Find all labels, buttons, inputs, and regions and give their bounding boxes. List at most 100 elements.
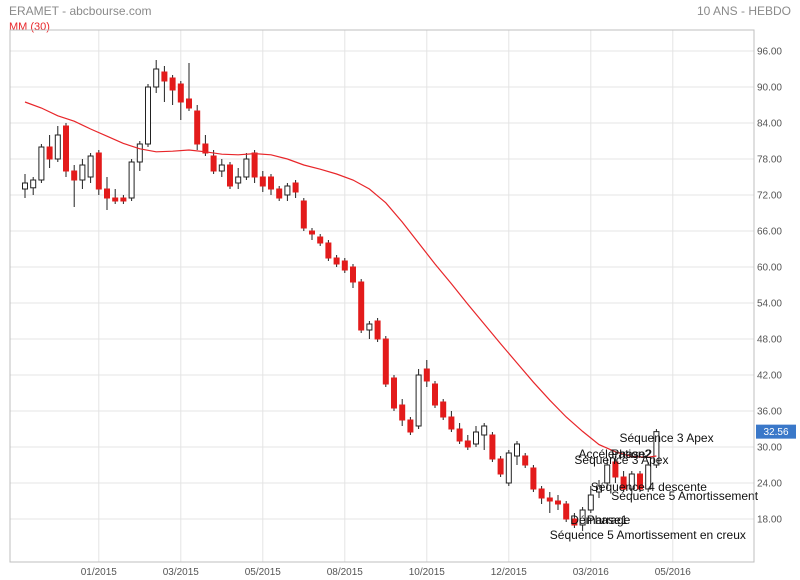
candle-body — [292, 182, 299, 193]
candle-body — [587, 494, 594, 511]
y-tick-label: 18.00 — [757, 515, 782, 526]
candle-body — [268, 176, 274, 190]
y-tick-label: 60.00 — [757, 263, 782, 274]
candle-body — [653, 431, 660, 466]
candle-body — [538, 488, 545, 499]
candle-body — [317, 236, 324, 244]
candle-body — [30, 179, 37, 189]
candle-body — [382, 338, 389, 385]
candle-body — [612, 461, 619, 478]
candle-body — [596, 485, 602, 493]
candle-body — [440, 401, 447, 418]
plot-frame — [9, 29, 755, 563]
candles — [22, 60, 660, 531]
candle-body — [555, 500, 561, 505]
candle-body — [473, 431, 479, 445]
annotation-label: Accélération2 — [579, 447, 652, 461]
candle-body — [423, 368, 430, 382]
candle-body — [243, 158, 250, 178]
candle-body — [374, 320, 381, 340]
candle-body — [210, 155, 217, 172]
annotation-label: Séquence 3 Apex — [574, 453, 668, 467]
candle-body — [276, 188, 283, 199]
y-tick-label: 66.00 — [757, 227, 782, 238]
candle-body — [169, 77, 176, 91]
candle-body — [530, 467, 537, 490]
candle-body — [104, 188, 110, 199]
candle-body — [481, 425, 488, 436]
annotation-label: Séquence 3 Apex — [620, 431, 714, 445]
candle-body — [391, 377, 397, 409]
candle-body — [505, 452, 512, 484]
candle-body — [259, 176, 266, 187]
candle-body — [202, 143, 209, 154]
y-tick-label: 30.00 — [757, 443, 782, 454]
candle-body — [194, 110, 201, 145]
candle-body — [284, 185, 291, 196]
candle-body — [645, 464, 652, 490]
x-tick-label: 05/2015 — [245, 567, 282, 578]
candle-body — [63, 125, 69, 172]
x-tick-label: 10/2015 — [409, 567, 446, 578]
y-tick-label: 24.00 — [757, 479, 782, 490]
x-tick-label: 05/2016 — [655, 567, 692, 578]
y-tick-label: 36.00 — [757, 407, 782, 418]
candle-body — [46, 146, 53, 160]
candle-body — [120, 197, 127, 202]
candle-body — [350, 266, 356, 283]
candle-body — [145, 86, 151, 145]
candle-body — [333, 257, 340, 265]
x-tick-label: 12/2015 — [491, 567, 528, 578]
candle-body — [620, 476, 627, 490]
y-tick-label: 84.00 — [757, 119, 782, 130]
candle-body — [628, 473, 635, 490]
y-tick-label: 42.00 — [757, 371, 782, 382]
y-tick-label: 78.00 — [757, 155, 782, 166]
candle-body — [235, 176, 242, 184]
annotation-label: Séquence 4 descente — [591, 480, 707, 494]
candle-body — [432, 383, 438, 406]
candle-body — [38, 146, 45, 181]
annotation-label: Séquence 5 Amortissement — [611, 489, 758, 503]
candle-body — [161, 71, 168, 82]
candle-body — [227, 164, 233, 187]
candle-body — [87, 155, 94, 178]
candle-body — [218, 164, 225, 172]
candle-body — [177, 83, 184, 103]
candle-body — [112, 197, 119, 202]
candle-body — [136, 143, 143, 163]
y-tick-label: 72.00 — [757, 191, 782, 202]
period-label[interactable]: 10 ANS - HEBDO — [696, 4, 791, 18]
plot-border — [9, 29, 755, 563]
y-tick-label: 48.00 — [757, 335, 782, 346]
candle-body — [325, 242, 332, 259]
candle-body — [497, 458, 504, 475]
candle-body — [563, 503, 570, 520]
annotation-label: Séquence 5 Amortissement en creux — [550, 528, 746, 542]
candle-body — [153, 68, 160, 88]
candle-body — [251, 152, 258, 178]
candle-body — [522, 455, 529, 466]
y-tick-label: 90.00 — [757, 83, 782, 94]
y-tick-label: 96.00 — [757, 47, 782, 58]
x-tick-label: 03/2015 — [163, 567, 200, 578]
candle-body — [571, 518, 578, 526]
candle-body — [186, 98, 192, 109]
candle-body — [71, 170, 78, 181]
candle-body — [54, 134, 61, 160]
x-tick-label: 08/2015 — [327, 567, 364, 578]
annotations: Séquence 3 ApexAccélération2Phase2Séquen… — [550, 431, 759, 542]
candle-body — [79, 164, 86, 181]
x-tick-label: 03/2016 — [573, 567, 610, 578]
candle-body — [366, 323, 373, 331]
candle-body — [399, 404, 406, 421]
candle-body — [514, 443, 520, 457]
candle-body — [604, 464, 611, 484]
candle-body — [579, 509, 586, 526]
candle-body — [128, 161, 135, 199]
grid-lines — [10, 30, 754, 562]
candle-body — [415, 374, 422, 427]
annotation-label: Démarrage — [570, 513, 630, 527]
candle-body — [448, 416, 455, 430]
